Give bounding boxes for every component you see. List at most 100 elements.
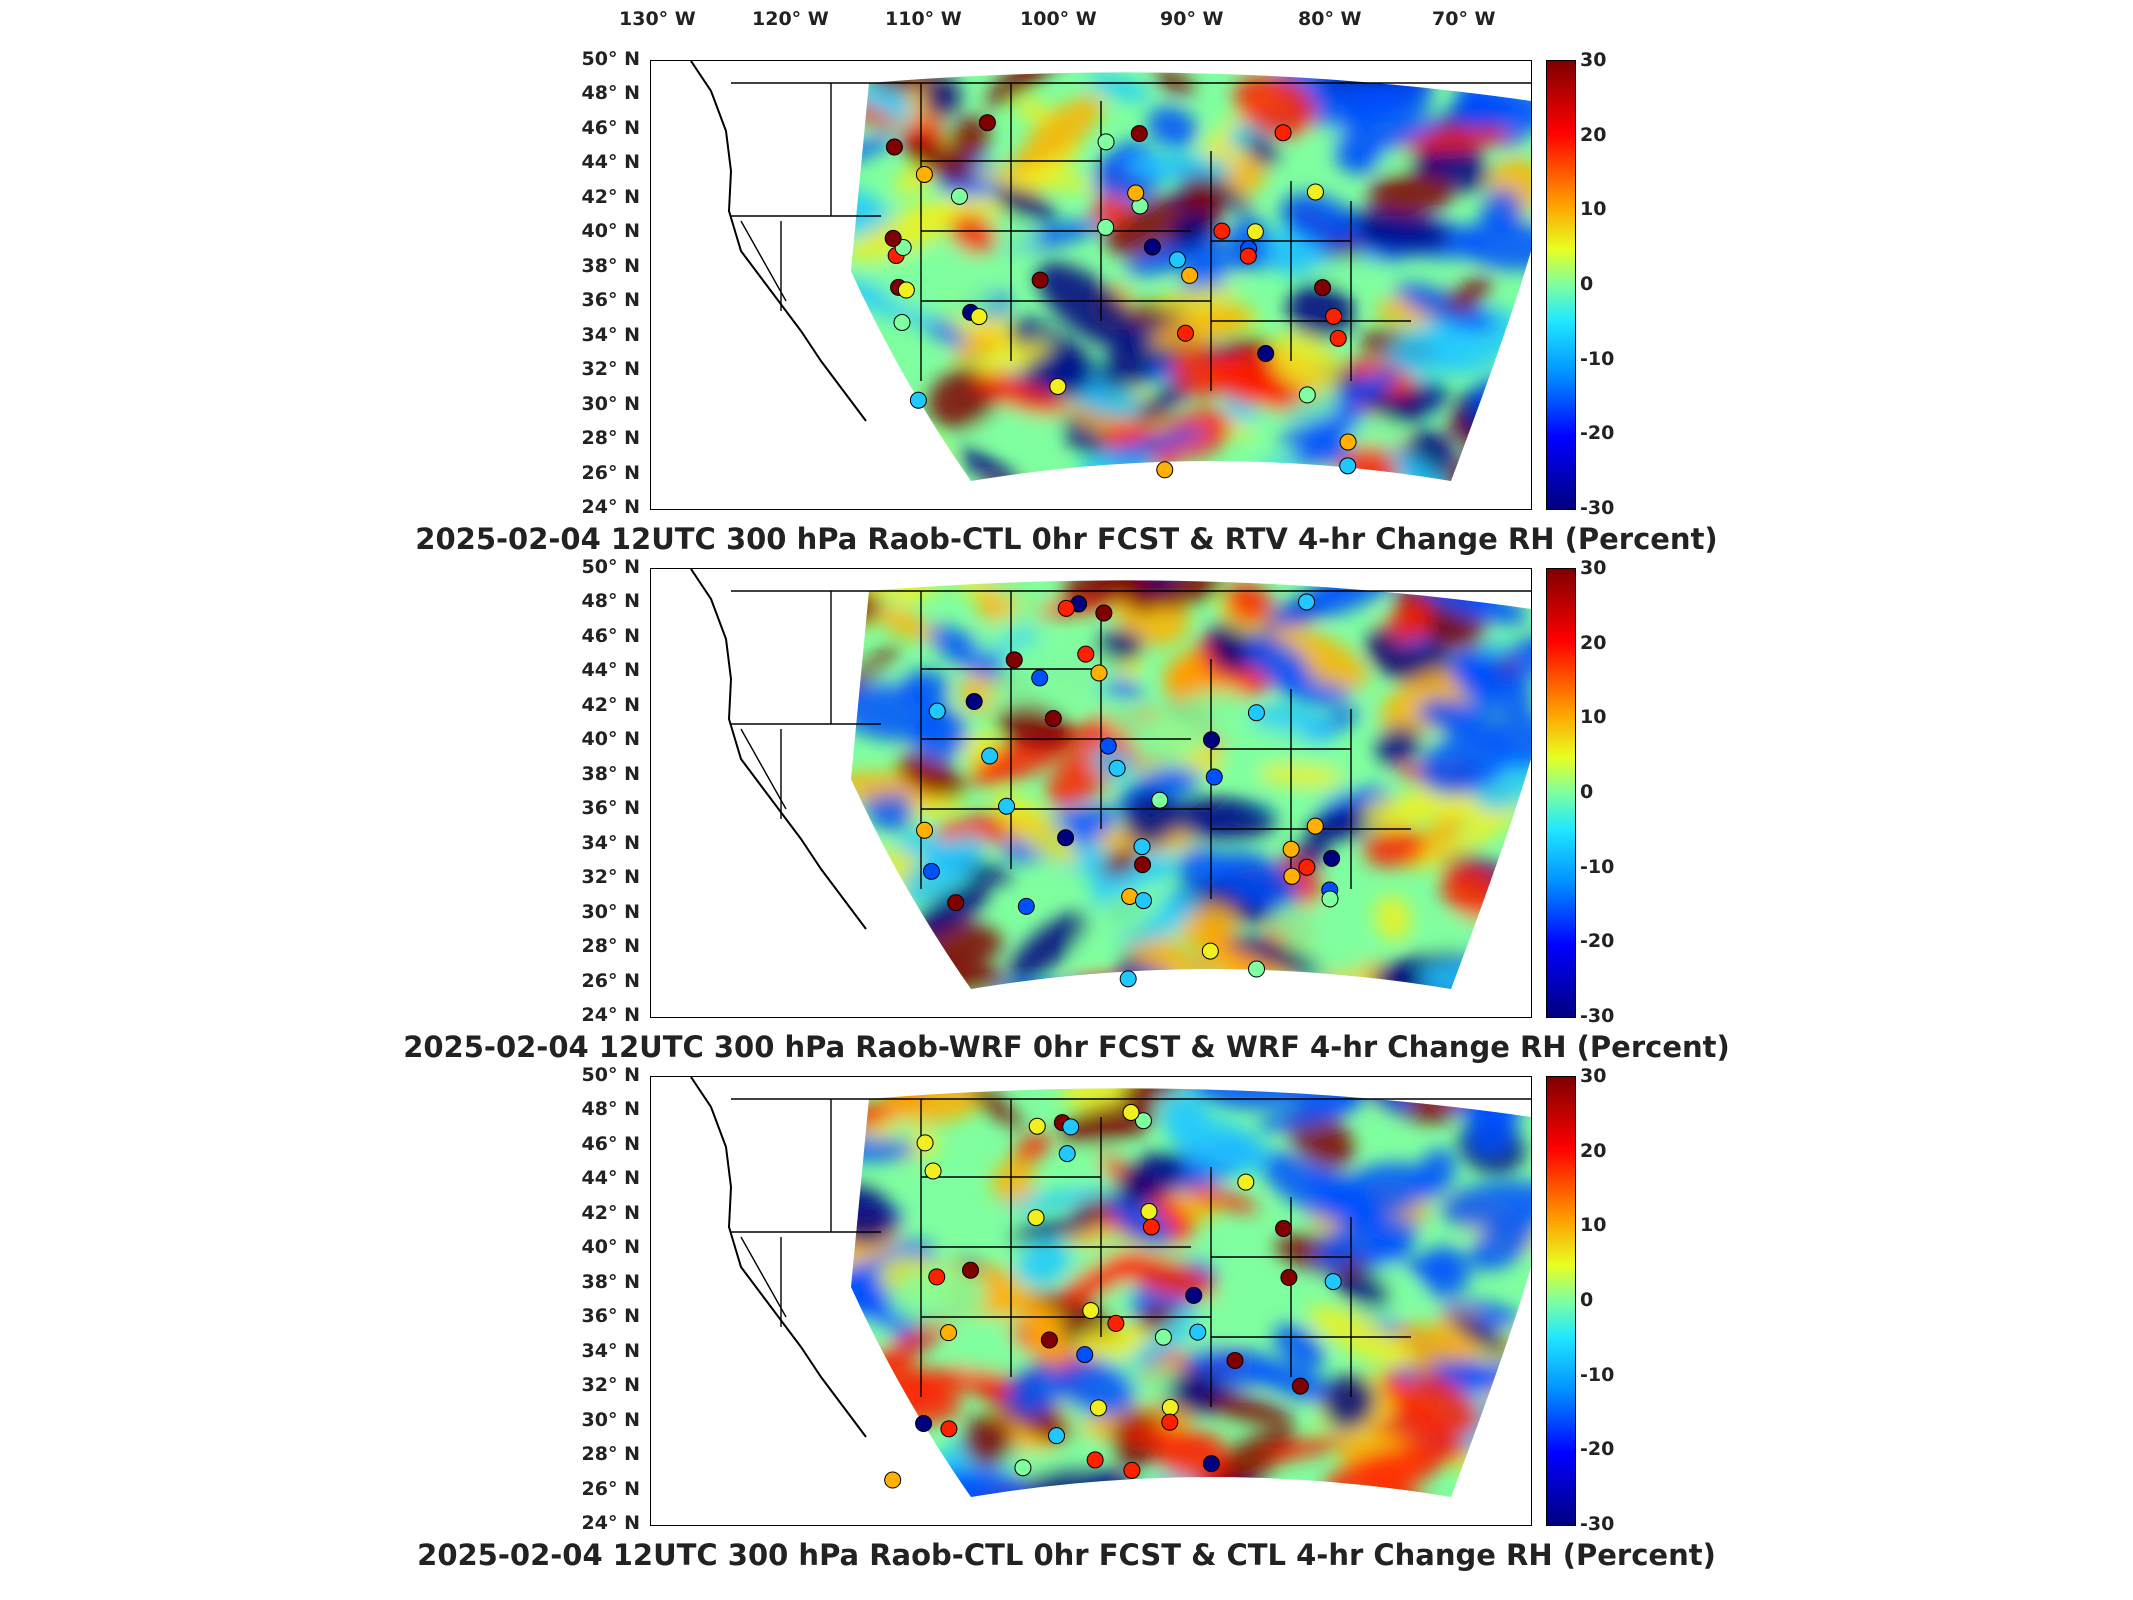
lat-label: 40° N [581, 220, 640, 243]
lat-label: 36° N [581, 1305, 640, 1328]
panel-title: 2025-02-04 12UTC 300 hPa Raob-CTL 0hr FC… [417, 1538, 1716, 1572]
colorbar-tick-label: -20 [1580, 1438, 1615, 1461]
map-panel-3: 50° N 48° N 46° N 44° N 42° N 40° N 38° N 36° N… [0, 1016, 2133, 1572]
lat-label: 32° N [581, 1374, 640, 1397]
lat-label: 34° N [581, 323, 640, 346]
colorbar-tick-label: 20 [1580, 631, 1607, 654]
colorbar-tick-label: 10 [1580, 706, 1607, 729]
lat-label: 28° N [581, 1443, 640, 1466]
lat-label: 40° N [581, 728, 640, 751]
panel-title: 2025-02-04 12UTC 300 hPa Raob-WRF 0hr FC… [403, 1030, 1730, 1064]
lon-label: 120° W [752, 8, 829, 30]
map-panel-1: 50° N 48° N 46° N 44° N 42° N 40° N 38° N 36° N… [0, 0, 2133, 556]
state-boundary [740, 728, 787, 810]
lon-label: 110° W [885, 8, 962, 30]
lat-label: 28° N [581, 935, 640, 958]
lat-label: 30° N [581, 392, 640, 415]
colorbar-ticks: 30 20 10 0 -10 -20 -30 [1580, 1065, 1640, 1535]
colorbar-tick-label: -20 [1580, 930, 1615, 953]
lat-label: 34° N [581, 831, 640, 854]
colorbar-tick-label: 30 [1580, 1065, 1607, 1087]
lat-label: 50° N [581, 556, 640, 578]
colorbar [1546, 568, 1576, 1018]
lat-label: 26° N [581, 969, 640, 992]
colorbar-tick-label: -20 [1580, 422, 1615, 445]
lat-label: 44° N [581, 659, 640, 682]
lon-label: 80° W [1298, 8, 1362, 30]
map-panel-2: 50° N 48° N 46° N 44° N 42° N 40° N 38° N 36° N… [0, 508, 2133, 1064]
rh-change-field [851, 72, 1531, 482]
lat-label: 46° N [581, 116, 640, 139]
lon-label: 90° W [1160, 8, 1224, 30]
colorbar-tick-label: -30 [1580, 1513, 1615, 1535]
lat-label: 46° N [581, 624, 640, 647]
colorbar-tick-label: 30 [1580, 557, 1607, 579]
lon-label: 70° W [1432, 8, 1496, 30]
lat-label: 24° N [581, 1004, 640, 1026]
colorbar-tick-label: -10 [1580, 347, 1615, 370]
longitude-axis-labels: 130° W 120° W 110° W 100° W 90° W 80° W … [0, 0, 2133, 40]
lat-label: 24° N [581, 1512, 640, 1534]
raob-stations [884, 1103, 1342, 1489]
colorbar-tick-label: 0 [1580, 781, 1594, 803]
lat-label: 42° N [581, 1201, 640, 1224]
coastline [690, 61, 867, 422]
lat-label: 38° N [581, 762, 640, 785]
colorbar [1546, 60, 1576, 510]
colorbar-tick-label: 10 [1580, 1214, 1607, 1237]
map-plot-area [650, 568, 1532, 1018]
lat-label: 30° N [581, 1408, 640, 1431]
lat-label: 24° N [581, 496, 640, 518]
lat-label: 50° N [581, 1064, 640, 1086]
lon-label: 130° W [619, 8, 696, 30]
map-plot-area [650, 1076, 1532, 1526]
lat-label: 26° N [581, 1477, 640, 1500]
state-boundary [740, 1236, 787, 1318]
lat-label: 48° N [581, 590, 640, 613]
latitude-axis-labels: 50° N 48° N 46° N 44° N 42° N 40° N 38° N 36° N… [560, 48, 640, 518]
colorbar-tick-label: -30 [1580, 497, 1615, 519]
coastline [690, 569, 867, 930]
lat-label: 40° N [581, 1236, 640, 1259]
colorbar-tick-label: 10 [1580, 198, 1607, 221]
rh-change-field [851, 580, 1531, 990]
colorbar-tick-label: -10 [1580, 855, 1615, 878]
lat-label: 36° N [581, 289, 640, 312]
lat-label: 42° N [581, 693, 640, 716]
lon-label: 100° W [1020, 8, 1097, 30]
colorbar-tick-label: 0 [1580, 273, 1594, 295]
lat-label: 28° N [581, 427, 640, 450]
latitude-axis-labels: 50° N 48° N 46° N 44° N 42° N 40° N 38° N 36° N… [560, 556, 640, 1026]
lat-label: 38° N [581, 1270, 640, 1293]
coastline [690, 1077, 867, 1438]
raob-stations [916, 593, 1341, 988]
lat-label: 36° N [581, 797, 640, 820]
lat-label: 44° N [581, 1167, 640, 1190]
lat-label: 32° N [581, 866, 640, 889]
lat-label: 44° N [581, 151, 640, 174]
lat-label: 48° N [581, 82, 640, 105]
map-plot-area [650, 60, 1532, 510]
panel-title: 2025-02-04 12UTC 300 hPa Raob-CTL 0hr FC… [415, 522, 1718, 556]
colorbar-ticks: 30 20 10 0 -10 -20 -30 [1580, 557, 1640, 1027]
lat-label: 38° N [581, 254, 640, 277]
colorbar [1546, 1076, 1576, 1526]
state-boundary [740, 220, 787, 302]
colorbar-tick-label: 20 [1580, 1139, 1607, 1162]
lat-label: 34° N [581, 1339, 640, 1362]
lat-label: 48° N [581, 1098, 640, 1121]
raob-stations [884, 114, 1357, 479]
colorbar-tick-label: 0 [1580, 1289, 1594, 1311]
colorbar-ticks: 30 20 10 0 -10 -20 -30 [1580, 49, 1640, 519]
colorbar-tick-label: -30 [1580, 1005, 1615, 1027]
colorbar-tick-label: 20 [1580, 123, 1607, 146]
lat-label: 42° N [581, 185, 640, 208]
lat-label: 30° N [581, 900, 640, 923]
lat-label: 26° N [581, 461, 640, 484]
latitude-axis-labels: 50° N 48° N 46° N 44° N 42° N 40° N 38° N 36° N… [560, 1064, 640, 1534]
lat-label: 50° N [581, 48, 640, 70]
lat-label: 32° N [581, 358, 640, 381]
colorbar-tick-label: 30 [1580, 49, 1607, 71]
lat-label: 46° N [581, 1132, 640, 1155]
colorbar-tick-label: -10 [1580, 1363, 1615, 1386]
